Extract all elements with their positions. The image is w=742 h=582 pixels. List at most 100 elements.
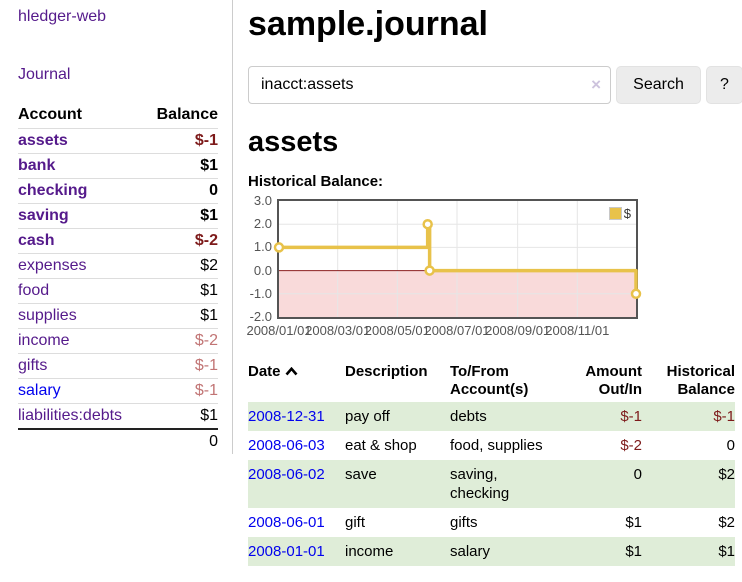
search-input[interactable] [248, 66, 611, 105]
account-link-checking[interactable]: checking [18, 182, 88, 199]
transaction-date-link[interactable]: 2008-06-01 [248, 514, 325, 532]
transaction-balance: $1 [642, 537, 735, 567]
transaction-date-link[interactable]: 2008-12-31 [248, 408, 325, 426]
account-heading: assets [248, 126, 339, 159]
transaction-balance: $2 [642, 460, 735, 509]
account-row: checking 0 [18, 178, 218, 204]
transaction-description: income [345, 537, 450, 567]
account-link-assets[interactable]: assets [18, 132, 68, 149]
data-point-marker [273, 242, 285, 253]
account-row: gifts $-1 [18, 353, 218, 379]
x-tick-label: 2008/01/01 [246, 323, 312, 339]
transaction-accounts: saving, checking [450, 460, 558, 509]
app-title-link[interactable]: hledger-web [18, 8, 107, 25]
account-balance: $1 [143, 403, 218, 429]
transaction-balance: 0 [726, 437, 735, 455]
y-tick-label: 3.0 [253, 193, 272, 209]
transaction-accounts: gifts [450, 514, 478, 532]
register-row: 2008-06-02 save saving, checking 0 $2 [248, 460, 735, 509]
transaction-balance: $-1 [642, 402, 735, 432]
account-balance: $1 [143, 303, 218, 329]
account-link-gifts[interactable]: gifts [18, 357, 48, 374]
register-header-date[interactable]: Date [248, 360, 345, 402]
account-link-salary[interactable]: salary [18, 382, 61, 399]
x-tick-label: 2008/09/01 [485, 323, 551, 339]
y-tick-label: 0.0 [253, 262, 272, 278]
account-row: expenses $2 [18, 253, 218, 279]
chart-canvas [273, 201, 642, 318]
chart-x-axis: 2008/01/01 2008/03/01 2008/05/01 2008/07/01… [246, 323, 636, 339]
sidebar-item-journal[interactable]: Journal [18, 66, 71, 83]
data-point-marker [424, 265, 435, 276]
historical-balance-chart: 3.0 2.0 1.0 0.0 -1.0 -2.0 $ 2008/01/01 2008/03… [246, 194, 728, 340]
account-link-cash[interactable]: cash [18, 232, 55, 249]
account-link-food[interactable]: food [18, 282, 50, 299]
chart-plot-area: $ [273, 199, 642, 320]
account-link-supplies[interactable]: supplies [18, 307, 77, 324]
transaction-description: eat & shop [345, 437, 417, 455]
transaction-description: save [345, 460, 450, 509]
account-balance: $2 [143, 253, 218, 279]
account-balance: $-1 [143, 378, 218, 404]
accounts-column-header: Account [18, 106, 82, 123]
y-tick-label: -2.0 [249, 309, 272, 325]
transaction-accounts: food, supplies [450, 437, 543, 455]
account-row: salary $-1 [18, 378, 218, 404]
y-tick-label: 2.0 [253, 216, 272, 232]
account-balance: $-1 [143, 128, 218, 154]
account-link-bank[interactable]: bank [18, 157, 56, 174]
account-balance: $1 [143, 203, 218, 229]
account-row: supplies $1 [18, 303, 218, 329]
register-header-balance: Historical Balance [666, 363, 735, 399]
transaction-amount: $1 [625, 514, 642, 532]
accounts-total-value: 0 [143, 428, 218, 454]
page-title: sample.journal [248, 5, 488, 43]
data-point-marker [630, 288, 642, 300]
account-row: cash $-2 [18, 228, 218, 254]
transaction-amount: $-2 [620, 437, 642, 455]
clear-search-icon[interactable]: × [591, 75, 601, 95]
sidebar: hledger-web Journal Account Balance asse… [0, 0, 233, 454]
data-point-marker [422, 219, 433, 230]
transaction-description: pay off [345, 402, 450, 432]
balance-column-header: Balance [156, 106, 218, 123]
chart-legend: $ [608, 206, 631, 222]
accounts-total-row: 0 [18, 428, 218, 454]
account-link-expenses[interactable]: expenses [18, 257, 87, 274]
register-table: Date Description To/From Account(s) Amou… [248, 360, 735, 567]
account-row: income $-2 [18, 328, 218, 354]
account-row: bank $1 [18, 153, 218, 179]
account-row: liabilities:debts $1 [18, 403, 218, 429]
account-balance: $-2 [143, 328, 218, 354]
search-form: × Search ? [248, 66, 742, 105]
account-balance: $1 [143, 153, 218, 179]
legend-label: $ [623, 206, 631, 222]
transaction-date-link[interactable]: 2008-06-02 [248, 466, 325, 484]
transaction-accounts: debts [450, 402, 558, 432]
y-tick-label: -1.0 [249, 285, 272, 301]
help-button[interactable]: ? [706, 66, 742, 105]
register-header-description: Description [345, 363, 428, 381]
account-link-liabilities-debts[interactable]: liabilities:debts [18, 407, 123, 424]
transaction-amount: $1 [558, 537, 642, 567]
transaction-accounts: salary [450, 537, 558, 567]
account-balance: $1 [143, 278, 218, 304]
legend-swatch-icon [608, 207, 622, 221]
transaction-date-link[interactable]: 2008-06-03 [248, 437, 325, 455]
register-row: 2008-01-01 income salary $1 $1 [248, 537, 735, 567]
transaction-date-link[interactable]: 2008-01-01 [248, 543, 325, 561]
register-header-accounts: To/From Account(s) [450, 363, 529, 399]
app: hledger-web Journal Account Balance asse… [0, 0, 742, 567]
register-row: 2008-06-03 eat & shop food, supplies $-2… [248, 431, 735, 460]
transaction-balance: $2 [718, 514, 735, 532]
account-link-income[interactable]: income [18, 332, 70, 349]
main-content: sample.journal × Search ? assets Histori… [233, 0, 742, 567]
register-row: 2008-12-31 pay off debts $-1 $-1 [248, 402, 735, 432]
chart-heading: Historical Balance: [248, 173, 384, 191]
x-tick-label: 2008/07/01 [424, 323, 490, 339]
account-link-saving[interactable]: saving [18, 207, 69, 224]
account-balance: 0 [143, 178, 218, 204]
transaction-amount: 0 [558, 460, 642, 509]
search-button[interactable]: Search [616, 66, 701, 105]
x-tick-label: 2008/05/01 [364, 323, 430, 339]
